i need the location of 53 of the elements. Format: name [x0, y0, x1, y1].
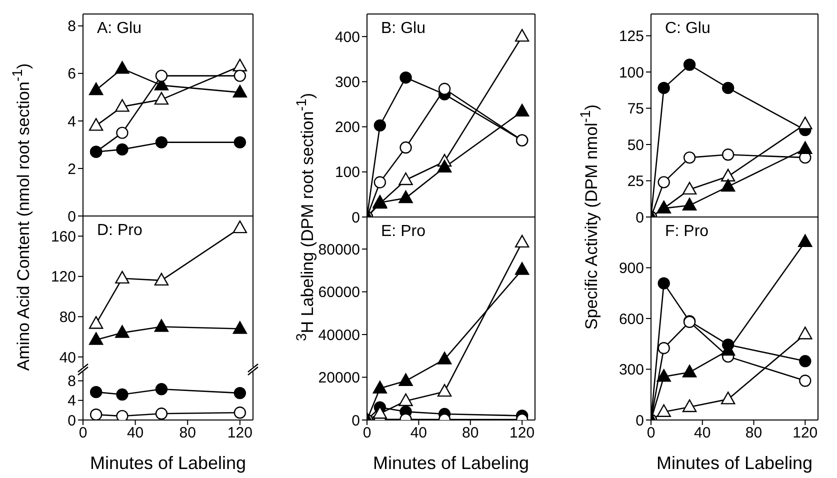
x-axis-title: Minutes of Labeling [90, 453, 246, 474]
y-tick-label: 600 [618, 310, 644, 328]
y-tick-label: 0 [68, 412, 76, 430]
x-tick-label: 40 [126, 424, 144, 442]
chart-title: D: Pro [97, 222, 142, 240]
y-tick-label: 0 [352, 412, 360, 430]
chart-title: B: Glu [381, 20, 426, 38]
y-tick-label: 100 [334, 164, 360, 182]
x-tick-label: 0 [362, 424, 372, 442]
y-tick-label: 0 [636, 412, 644, 430]
y-tick-label: 80000 [318, 241, 360, 258]
x-tick-label: 40 [694, 424, 711, 442]
x-tick-label: 0 [78, 424, 88, 442]
y-tick-label: 60000 [318, 284, 360, 302]
x-tick-label: 40 [410, 424, 428, 442]
x-tick-label: 80 [745, 424, 762, 442]
y-tick-label: 75 [627, 100, 644, 118]
y-tick-label: 300 [618, 362, 644, 379]
chart-title: F: Pro [665, 223, 709, 241]
y-tick-label: 20000 [318, 370, 360, 387]
x-tick-label: 120 [510, 424, 535, 442]
y-tick-label: 8 [68, 373, 76, 390]
y-tick-label: 120 [50, 268, 76, 286]
x-axis-title: Minutes of Labeling [656, 453, 813, 474]
y-tick-label: 80 [59, 308, 76, 326]
y-tick-label: 200 [334, 119, 360, 136]
x-tick-label: 120 [227, 424, 252, 442]
y-tick-label: 0 [636, 209, 644, 226]
y-tick-label: 50 [627, 136, 644, 154]
x-axis-title: Minutes of Labeling [372, 453, 530, 474]
y-tick-label: 8 [68, 18, 76, 36]
y-tick-label: 900 [618, 260, 644, 278]
x-tick-label: 80 [179, 424, 196, 442]
y-tick-label: 40 [59, 349, 76, 366]
y-tick-label: 4 [68, 113, 76, 130]
y-tick-label: 400 [334, 28, 360, 46]
chart-title: E: Pro [381, 223, 426, 241]
y-tick-label: 4 [68, 392, 76, 410]
y-tick-label: 25 [627, 173, 644, 190]
x-tick-label: 0 [646, 424, 656, 442]
x-tick-label: 120 [792, 424, 818, 442]
y-tick-label: 0 [68, 208, 76, 226]
x-tick-label: 80 [462, 424, 479, 442]
chart-title: C: Glu [665, 20, 710, 38]
y-tick-label: 6 [68, 66, 76, 83]
y-tick-label: 100 [618, 64, 644, 82]
y-tick-label: 40000 [318, 326, 360, 344]
y-tick-label: 0 [352, 209, 360, 226]
y-tick-label: 300 [334, 74, 360, 91]
y-tick-label: 125 [618, 28, 644, 46]
y-tick-label: 2 [68, 160, 76, 178]
chart-title: A: Glu [97, 20, 142, 38]
y-tick-label: 160 [50, 228, 76, 246]
